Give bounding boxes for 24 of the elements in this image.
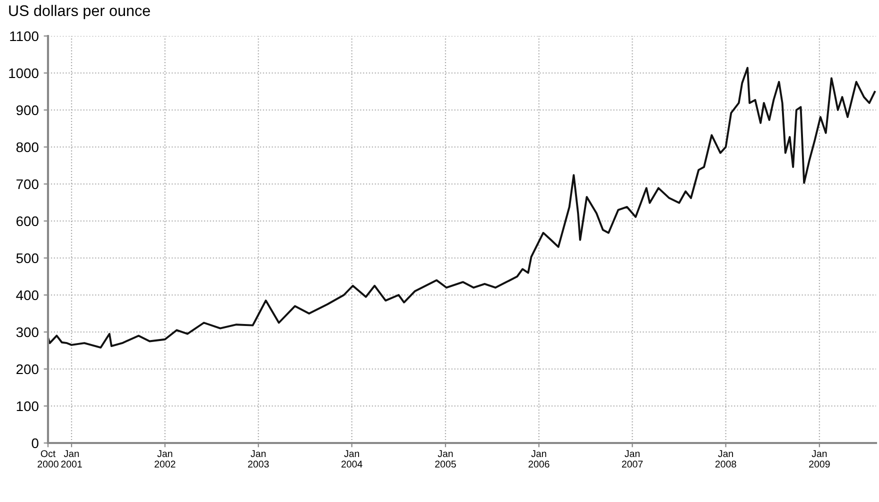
y-tick-label: 800 [16, 142, 38, 152]
y-tick-label: 500 [16, 253, 38, 264]
y-tick-label: 200 [16, 364, 38, 374]
x-tick-label: Jan 2005 [435, 450, 456, 468]
line-series [48, 66, 876, 349]
x-tick-label: Jan 2007 [622, 450, 643, 468]
y-tick-label: 700 [16, 179, 38, 190]
x-tick-label: Jan 2002 [154, 450, 176, 468]
y-tick-label: 900 [16, 105, 38, 116]
x-tick-label: Jan 2001 [61, 450, 82, 468]
y-tick-label: 600 [16, 216, 38, 226]
y-tick-label: 0 [32, 438, 38, 448]
x-tick-label: Jan 2006 [528, 450, 550, 468]
y-tick-label: 300 [16, 327, 38, 338]
y-tick-label: 400 [16, 290, 38, 300]
y-tick-label: 100 [16, 401, 38, 412]
x-tick-label: Jan 2009 [809, 450, 830, 468]
y-tick-label: 1000 [9, 68, 38, 78]
x-tick-label: Jan 2003 [248, 450, 269, 468]
x-tick-label: Jan 2008 [715, 450, 736, 468]
y-tick-label: 1100 [10, 31, 38, 42]
y-axis-title: US dollars per ounce [9, 4, 150, 20]
x-tick-label: Jan 2004 [341, 450, 362, 468]
x-tick-label: Oct 2000 [38, 450, 58, 468]
